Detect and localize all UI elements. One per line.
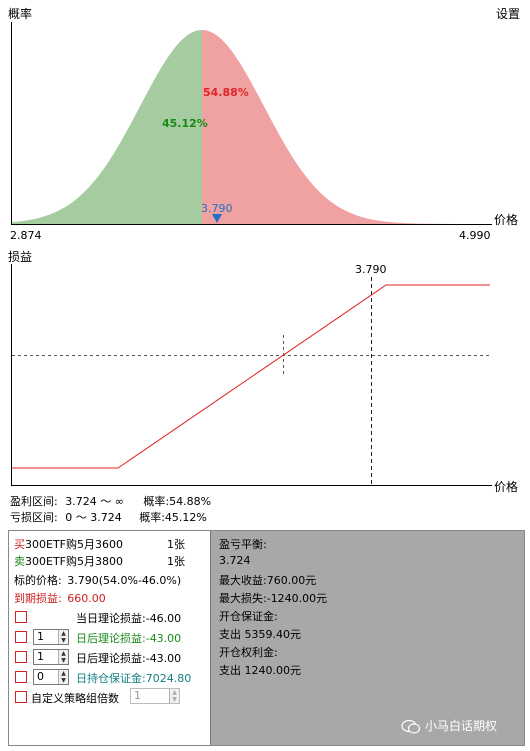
stepper-value: 1 — [37, 650, 44, 663]
daily-margin-label: 日持仓保证金: — [76, 672, 146, 685]
stepper-value: 1 — [37, 630, 44, 643]
stepper-arrows-icon[interactable]: ▲ ▼ — [58, 670, 68, 684]
future-pl-2: 日后理论损益:-43.00 — [76, 650, 181, 666]
margin-days-stepper[interactable]: 0 ▲ ▼ — [33, 669, 69, 685]
underlying-price: 标的价格: 3.790(54.0%-46.0%) — [14, 572, 181, 588]
pl-x-axis-label: 价格 — [494, 480, 519, 494]
price-marker-label: 3.790 — [201, 202, 233, 215]
expiry-pl-label: 到期损益: — [14, 592, 62, 605]
price-marker-icon — [212, 214, 222, 223]
premium-label: 开仓权利金: — [219, 646, 278, 659]
prob-x-axis-label: 价格 — [494, 213, 519, 227]
future-pl-1: 日后理论损益:-43.00 — [76, 630, 181, 646]
custom-multiplier-label: 自定义策略组倍数 — [31, 692, 119, 705]
pl-axis-label: 损益 — [8, 250, 33, 264]
left-probability-label: 45.12% — [162, 117, 208, 130]
max-loss-label: 最大损失: — [219, 592, 267, 605]
payoff-line — [12, 284, 490, 469]
profit-range-label: 盈利区间: — [10, 495, 58, 508]
strategy-summary: 盈亏平衡: 3.724 最大收益:760.00元 最大损失:-1240.00元 … — [211, 531, 524, 745]
leg-row-sell: 卖300ETF购5月3800 1张 — [14, 553, 185, 569]
future-pl-checkbox-1[interactable] — [15, 631, 27, 643]
curve-right-area — [202, 30, 450, 224]
today-pl: 当日理论损益:-46.00 — [76, 610, 181, 626]
breakeven-label: 盈亏平衡: — [219, 538, 267, 551]
curve-left-area — [12, 30, 202, 224]
leg-row-buy: 买300ETF购5月3600 1张 — [14, 536, 185, 552]
loss-prob-value: 45.12% — [164, 511, 207, 524]
expiry-pl: 到期损益: 660.00 — [14, 590, 106, 606]
leg-name: 300ETF购5月3600 — [25, 538, 123, 551]
profit-range: 盈利区间: 3.724 ～ ∞ 概率:54.88% — [10, 493, 211, 509]
daily-margin: 日持仓保证金:7024.80 — [76, 670, 191, 686]
leg-side: 卖 — [14, 555, 25, 568]
loss-range-value: 0 ～ 3.724 — [65, 511, 122, 524]
premium-value: 支出 1240.00元 — [219, 664, 301, 677]
future-days-stepper-2[interactable]: 1 ▲ ▼ — [33, 649, 69, 665]
today-pl-checkbox[interactable] — [15, 611, 27, 623]
stepper-value: 0 — [37, 670, 44, 683]
profit-prob-value: 54.88% — [169, 495, 212, 508]
margin-label: 开仓保证金: — [219, 610, 278, 623]
leg-name: 300ETF购5月3800 — [25, 555, 123, 568]
underlying-value: 3.790(54.0%-46.0%) — [67, 574, 182, 587]
future-pl-value: -43.00 — [145, 632, 182, 645]
future-pl-value: -43.00 — [145, 652, 182, 665]
breakeven-value: 3.724 — [219, 554, 251, 567]
loss-range-label: 亏损区间: — [10, 511, 58, 524]
custom-multiplier-checkbox[interactable] — [15, 691, 27, 703]
custom-multiplier-stepper[interactable]: 1 ▲ ▼ — [130, 688, 180, 704]
future-pl-label: 日后理论损益: — [76, 632, 146, 645]
probability-axis-label: 概率 — [8, 7, 33, 21]
right-probability-label: 54.88% — [203, 86, 249, 99]
pl-chart — [11, 264, 492, 486]
today-pl-label: 当日理论损益: — [76, 612, 146, 625]
pl-price-marker-label: 3.790 — [355, 263, 387, 276]
margin-value: 支出 5359.40元 — [219, 628, 301, 641]
future-pl-label: 日后理论损益: — [76, 652, 146, 665]
stepper-arrows-icon[interactable]: ▲ ▼ — [169, 689, 179, 703]
leg-qty: 1张 — [167, 555, 185, 568]
max-loss-value: -1240.00元 — [266, 592, 328, 605]
future-pl-checkbox-2[interactable] — [15, 651, 27, 663]
stepper-arrows-icon[interactable]: ▲ ▼ — [58, 630, 68, 644]
probability-chart — [11, 22, 492, 225]
today-pl-value: -46.00 — [145, 612, 182, 625]
wechat-icon — [401, 719, 421, 734]
prob-x-min-label: 2.874 — [10, 229, 42, 242]
settings-link[interactable]: 设置 — [496, 7, 521, 21]
profit-range-value: 3.724 ～ ∞ — [65, 495, 124, 508]
loss-range: 亏损区间: 0 ～ 3.724 概率:45.12% — [10, 509, 207, 525]
daily-margin-value: 7024.80 — [145, 672, 192, 685]
loss-prob-label: 概率: — [139, 511, 165, 524]
watermark-text: 小马白话期权 — [425, 719, 498, 733]
max-profit: 最大收益:760.00元 — [219, 572, 316, 588]
max-loss: 最大损失:-1240.00元 — [219, 590, 327, 606]
max-profit-value: 760.00元 — [266, 574, 317, 587]
stepper-value: 1 — [134, 689, 141, 702]
prob-x-max-label: 4.990 — [459, 229, 491, 242]
strategy-panel: 买300ETF购5月3600 1张 卖300ETF购5月3800 1张 标的价格… — [8, 530, 525, 746]
strategy-settings: 买300ETF购5月3600 1张 卖300ETF购5月3800 1张 标的价格… — [9, 531, 211, 745]
leg-qty: 1张 — [167, 538, 185, 551]
future-days-stepper-1[interactable]: 1 ▲ ▼ — [33, 629, 69, 645]
max-profit-label: 最大收益: — [219, 574, 267, 587]
profit-prob-label: 概率: — [143, 495, 170, 508]
margin-checkbox[interactable] — [15, 671, 27, 683]
stepper-arrows-icon[interactable]: ▲ ▼ — [58, 650, 68, 664]
watermark: 小马白话期权 — [401, 717, 497, 734]
leg-side: 买 — [14, 538, 25, 551]
expiry-pl-value: 660.00 — [67, 592, 106, 605]
underlying-label: 标的价格: — [14, 574, 62, 587]
